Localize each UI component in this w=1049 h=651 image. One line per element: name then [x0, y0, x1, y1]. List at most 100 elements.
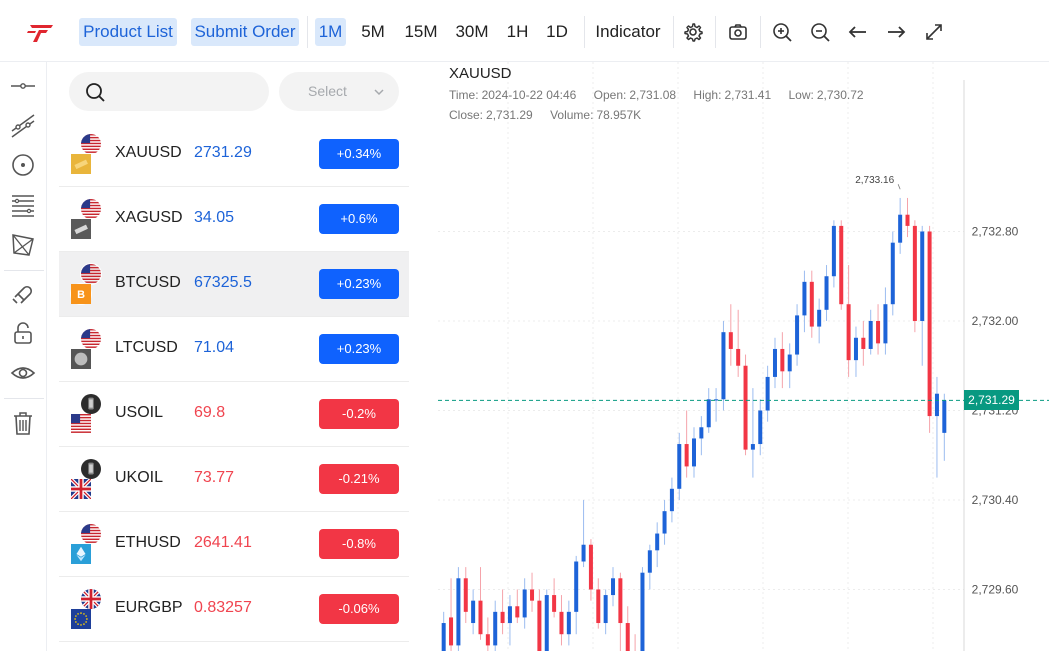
chevron-down-icon [374, 89, 384, 96]
candle-body [493, 611, 498, 646]
select-label: Select [308, 83, 347, 99]
product-icon [69, 587, 105, 633]
product-list-tab[interactable]: Product List [79, 18, 177, 46]
submit-order-tab[interactable]: Submit Order [191, 18, 299, 46]
product-price: 2731.29 [194, 144, 252, 161]
interval-30m[interactable]: 30M [455, 22, 489, 41]
candle-body [471, 600, 476, 624]
interval-5m[interactable]: 5M [361, 22, 385, 41]
candle-body [750, 444, 755, 450]
candle-body [692, 438, 696, 467]
price-chart[interactable]: 2,729.60 2,730.40 2,731.20 2,732.00 2,732.80… [420, 62, 1049, 651]
candle-body [824, 276, 829, 310]
product-price: 73.77 [194, 469, 235, 486]
product-icon [69, 522, 105, 568]
candle-body [898, 214, 903, 243]
magnet-icon[interactable] [9, 279, 37, 307]
product-row-eurgbp[interactable]: EURGBP 0.83257 -0.06% [59, 577, 409, 642]
indicator-button[interactable]: Indicator [595, 22, 661, 41]
open-readout: Open: 2,731.08 [593, 88, 677, 102]
zoom-in-icon[interactable] [769, 19, 795, 45]
eye-icon[interactable] [9, 359, 37, 387]
candle-body [795, 315, 800, 355]
ohlc-legend-line-2: Close: 2,731.29 Volume: 78.957K [449, 108, 655, 122]
us-flag-icon [80, 263, 102, 285]
toolbar-divider [760, 16, 761, 48]
litecoin-icon [70, 348, 92, 370]
arrow-right-icon[interactable] [883, 19, 909, 45]
drawing-toolbar [0, 62, 47, 651]
fibonacci-icon[interactable] [9, 191, 37, 219]
change-badge[interactable]: -0.2% [319, 399, 399, 429]
product-symbol: BTCUSD [115, 274, 181, 291]
candle-body [500, 611, 505, 624]
us-flag-icon [80, 133, 102, 155]
product-rows: XAUUSD 2731.29 +0.34% XAGUSD 34.05 +0.6% B BTCU… [59, 122, 409, 642]
change-badge[interactable]: +0.23% [319, 334, 399, 364]
candle-body [721, 332, 726, 400]
change-badge[interactable]: +0.23% [319, 269, 399, 299]
toolbar-divider [307, 16, 308, 48]
change-badge[interactable]: +0.6% [319, 204, 399, 234]
search-input[interactable] [113, 78, 259, 105]
camera-icon[interactable] [725, 19, 751, 45]
oil-flag-icon [80, 393, 102, 415]
circle-icon[interactable] [9, 151, 37, 179]
brand-logo[interactable] [26, 20, 56, 44]
horizontal-line-icon[interactable] [9, 72, 37, 100]
product-row-ethusd[interactable]: ETHUSD 2641.41 -0.8% [59, 512, 409, 577]
candle-body [507, 606, 512, 624]
product-row-usoil[interactable]: USOIL 69.8 -0.2% [59, 382, 409, 447]
product-price: 67325.5 [194, 274, 252, 291]
candle-body [596, 589, 601, 624]
candle-body [772, 348, 777, 377]
candle-body [846, 304, 851, 361]
max-marker-pointer [897, 184, 901, 190]
product-row-btcusd[interactable]: B BTCUSD 67325.5 +0.23% [59, 252, 409, 317]
change-badge[interactable]: -0.21% [319, 464, 399, 494]
time-readout: Time: 2024-10-22 04:46 [449, 88, 577, 102]
product-row-ltcusd[interactable]: LTCUSD 71.04 +0.23% [59, 317, 409, 382]
toolbar-divider [715, 16, 716, 48]
change-badge[interactable]: -0.8% [319, 529, 399, 559]
fullscreen-icon[interactable] [921, 19, 947, 45]
change-badge[interactable]: +0.34% [319, 139, 399, 169]
pattern-icon[interactable] [9, 231, 37, 259]
product-row-xauusd[interactable]: XAUUSD 2731.29 +0.34% [59, 122, 409, 187]
change-badge[interactable]: -0.06% [319, 594, 399, 624]
top-toolbar: Product List Submit Order 1M 5M 15M 30M … [0, 0, 1049, 62]
search-box[interactable] [69, 72, 269, 111]
trend-line-icon[interactable] [9, 111, 37, 139]
zoom-out-icon[interactable] [807, 19, 833, 45]
candle-body [817, 309, 822, 327]
arrow-left-icon[interactable] [845, 19, 871, 45]
y-tick-label: 2,730.40 [972, 493, 1019, 507]
candle-body [625, 623, 630, 651]
interval-1m[interactable]: 1M [315, 18, 346, 46]
candle-body [566, 611, 571, 635]
candle-body [441, 623, 446, 651]
interval-1h[interactable]: 1H [506, 22, 529, 41]
lock-icon[interactable] [9, 319, 37, 347]
interval-1d[interactable]: 1D [546, 22, 568, 41]
candle-body [912, 225, 917, 321]
candle-body [802, 281, 807, 316]
product-price: 2641.41 [194, 534, 252, 551]
candle-body [699, 427, 704, 439]
category-select[interactable]: Select [279, 72, 399, 111]
settings-icon[interactable] [680, 19, 706, 45]
candle-body [787, 354, 792, 372]
candle-body [662, 511, 667, 534]
uk-icon [70, 478, 92, 500]
trash-icon[interactable] [9, 409, 37, 437]
product-row-ukoil[interactable]: UKOIL 73.77 -0.21% [59, 447, 409, 512]
candle-body [876, 320, 881, 344]
candle-body [603, 595, 608, 624]
candlestick-chart[interactable]: 2,729.602,730.402,731.202,732.002,732.80… [420, 62, 1049, 651]
eu-icon [70, 608, 92, 630]
candle-body [905, 214, 910, 226]
product-row-xagusd[interactable]: XAGUSD 34.05 +0.6% [59, 187, 409, 252]
interval-15m[interactable]: 15M [404, 22, 438, 41]
uk-flag-icon [80, 588, 102, 610]
high-readout: High: 2,731.41 [693, 88, 772, 102]
